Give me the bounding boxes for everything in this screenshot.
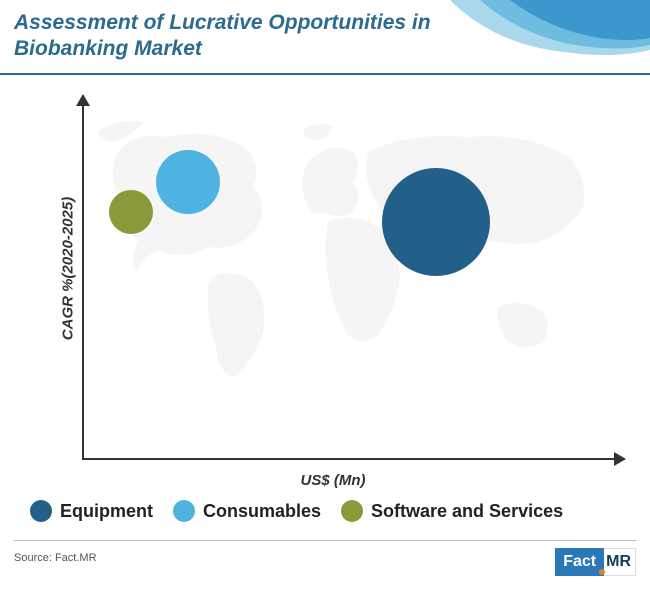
world-map-background bbox=[88, 112, 598, 392]
legend-label-equipment: Equipment bbox=[60, 501, 153, 522]
legend-dot-software bbox=[341, 500, 363, 522]
legend-dot-consumables bbox=[173, 500, 195, 522]
x-axis bbox=[82, 458, 618, 460]
bubble-software-and-services bbox=[109, 190, 153, 234]
page-title: Assessment of Lucrative Opportunities in… bbox=[14, 10, 431, 63]
legend-dot-equipment bbox=[30, 500, 52, 522]
header: Assessment of Lucrative Opportunities in… bbox=[0, 0, 650, 75]
bubble-equipment bbox=[382, 168, 490, 276]
x-axis-arrow-icon bbox=[614, 452, 626, 466]
title-line-2: Biobanking Market bbox=[14, 37, 202, 60]
factmr-logo: Fact MR bbox=[555, 548, 636, 576]
bubble-consumables bbox=[156, 150, 220, 214]
title-line-1: Assessment of Lucrative Opportunities in bbox=[14, 11, 431, 34]
source-text: Source: Fact.MR bbox=[14, 552, 97, 564]
x-axis-label: US$ (Mn) bbox=[48, 472, 618, 489]
footer-divider bbox=[14, 540, 636, 541]
bubble-chart: CAGR %(2020-2025) US$ (Mn) bbox=[48, 100, 618, 470]
y-axis-label: CAGR %(2020-2025) bbox=[60, 189, 77, 349]
logo-mr-text: MR bbox=[604, 548, 636, 576]
legend-label-consumables: Consumables bbox=[203, 501, 321, 522]
legend-label-software: Software and Services bbox=[371, 501, 563, 522]
y-axis-arrow-icon bbox=[76, 94, 90, 106]
y-axis bbox=[82, 100, 84, 460]
legend: Equipment Consumables Software and Servi… bbox=[30, 500, 620, 522]
logo-fact-text: Fact bbox=[555, 548, 604, 576]
